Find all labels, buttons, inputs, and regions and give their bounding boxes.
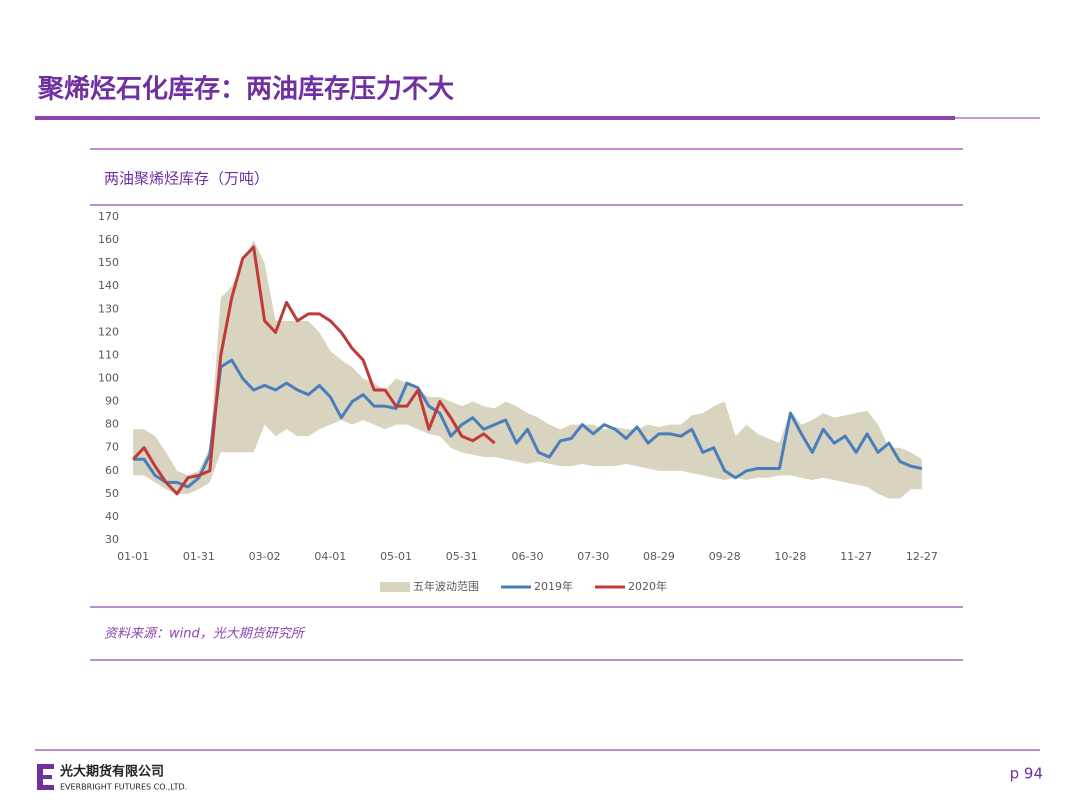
y-tick-label: 70: [105, 441, 119, 454]
y-tick-label: 160: [98, 233, 119, 246]
y-tick-label: 40: [105, 510, 119, 523]
x-tick-label: 01-01: [117, 550, 149, 563]
y-tick-label: 90: [105, 395, 119, 408]
slide-title: 聚烯烃石化库存：两油库存压力不大: [37, 75, 454, 105]
x-tick-label: 05-01: [380, 550, 412, 563]
page-number: p 94: [1010, 765, 1043, 783]
y-tick-label: 60: [105, 464, 119, 477]
x-tick-label: 11-27: [840, 550, 872, 563]
legend-label: 2019年: [534, 579, 573, 593]
plot: 30 40 50 60 70 80 90 100 110 120 130 140 150 160 170 01…: [98, 210, 938, 593]
company-name-en: EVERBRIGHT FUTURES CO.,LTD.: [60, 783, 187, 792]
y-tick-label: 50: [105, 487, 119, 500]
series-line: [132, 245, 496, 496]
x-tick-label: 09-28: [709, 550, 741, 563]
y-tick-label: 30: [105, 533, 119, 546]
y-tick-label: 140: [98, 279, 119, 292]
x-tick-label: 03-02: [249, 550, 281, 563]
y-tick-label: 110: [98, 348, 119, 361]
series-line: [133, 358, 923, 489]
chart-title: 两油聚烯烃库存（万吨）: [104, 170, 269, 188]
y-tick-label: 80: [105, 418, 119, 431]
x-tick-label: 01-31: [183, 550, 215, 563]
title-rule-tail: [955, 117, 1040, 119]
y-tick-label: 170: [98, 210, 119, 223]
y-tick-label: 120: [98, 325, 119, 338]
x-tick-label: 12-27: [906, 550, 938, 563]
x-tick-label: 06-30: [512, 550, 544, 563]
x-tick-label: 10-28: [774, 550, 806, 563]
y-tick-label: 150: [98, 256, 119, 269]
x-tick-label: 04-01: [314, 550, 346, 563]
legend-label: 五年波动范围: [413, 579, 479, 593]
company-name: 光大期货有限公司: [59, 764, 164, 780]
source-note: 资料来源：wind，光大期货研究所: [104, 626, 306, 642]
legend-label: 2020年: [628, 579, 667, 593]
y-tick-label: 100: [98, 372, 119, 385]
x-tick-label: 07-30: [577, 550, 609, 563]
y-tick-label: 130: [98, 302, 119, 315]
x-tick-label: 08-29: [643, 550, 675, 563]
x-tick-label: 05-31: [446, 550, 478, 563]
legend-swatch: [380, 582, 410, 592]
range-band: [133, 240, 922, 499]
title-rule: [35, 116, 955, 120]
logo: [37, 764, 54, 790]
